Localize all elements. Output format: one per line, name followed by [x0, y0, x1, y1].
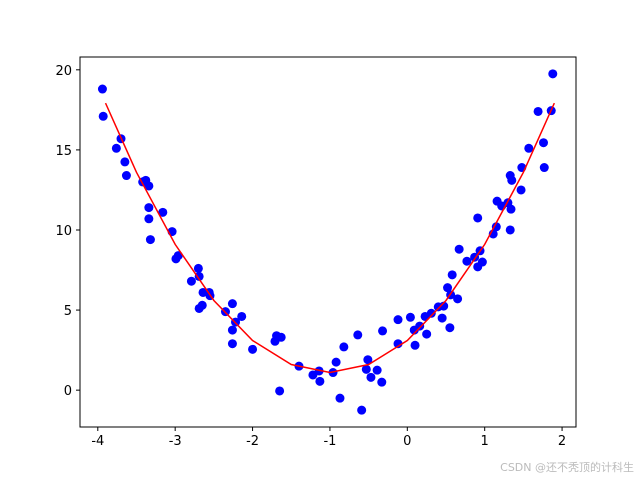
point: [506, 204, 516, 214]
point: [372, 365, 382, 375]
point: [539, 138, 549, 148]
point: [353, 330, 363, 340]
point: [276, 332, 286, 342]
point: [453, 294, 463, 304]
point: [227, 299, 237, 309]
point: [186, 276, 196, 286]
x-tick-label: 2: [558, 434, 566, 449]
x-tick-label: -3: [169, 434, 182, 449]
point: [237, 311, 247, 321]
point: [378, 326, 388, 336]
point: [366, 372, 376, 382]
point: [158, 207, 168, 217]
point: [193, 263, 203, 273]
point: [198, 287, 208, 297]
point: [248, 344, 258, 354]
x-tick-label: -2: [246, 434, 259, 449]
y-tick-label: 0: [64, 384, 72, 399]
y-tick-label: 5: [64, 304, 72, 319]
point: [363, 355, 373, 365]
point: [97, 84, 107, 94]
x-tick-label: 1: [481, 434, 489, 449]
point: [335, 393, 345, 403]
x-tick-label: 0: [403, 434, 411, 449]
point: [197, 300, 207, 310]
point: [410, 340, 420, 350]
point: [505, 225, 515, 235]
point: [539, 163, 549, 173]
x-tick-label: -1: [323, 434, 336, 449]
point: [548, 69, 558, 79]
point: [145, 235, 155, 245]
point: [533, 106, 543, 116]
point: [405, 312, 415, 322]
point: [339, 342, 349, 352]
point: [447, 270, 457, 280]
point: [144, 181, 154, 191]
watermark: CSDN @还不秃顶的计科生: [500, 460, 634, 474]
point: [477, 257, 487, 267]
point: [144, 203, 154, 213]
point: [491, 222, 501, 232]
point: [120, 157, 130, 167]
fit-line: [104, 102, 556, 374]
point: [415, 321, 425, 331]
point: [121, 171, 131, 181]
point: [454, 244, 464, 254]
y-tick-label: 20: [55, 64, 72, 79]
point: [437, 313, 447, 323]
point: [443, 283, 453, 293]
y-tick-label: 10: [55, 224, 72, 239]
point: [275, 386, 285, 396]
point: [473, 213, 483, 223]
point: [426, 308, 436, 318]
point: [377, 377, 387, 387]
y-tick-label: 15: [55, 144, 72, 159]
point: [439, 301, 449, 311]
axes-frame: [79, 56, 577, 428]
point: [361, 364, 371, 374]
point: [144, 214, 154, 224]
point: [393, 339, 403, 349]
point: [227, 339, 237, 349]
point: [516, 185, 526, 195]
x-tick-label: -4: [91, 434, 104, 449]
point: [194, 271, 204, 281]
point: [524, 143, 534, 153]
point: [462, 256, 472, 266]
point: [393, 315, 403, 325]
point: [331, 357, 341, 367]
point: [315, 376, 325, 386]
point: [227, 325, 237, 335]
point: [422, 329, 432, 339]
point: [111, 143, 121, 153]
point: [445, 323, 455, 333]
point: [357, 405, 367, 415]
point: [98, 111, 108, 121]
point: [507, 175, 517, 185]
